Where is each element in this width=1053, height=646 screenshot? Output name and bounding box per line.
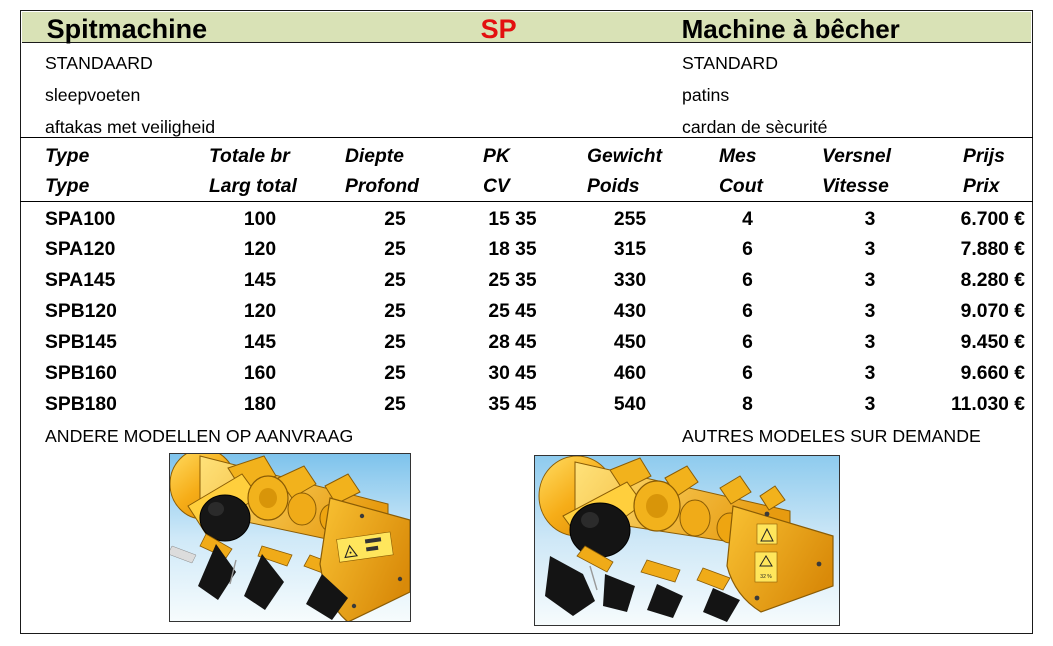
- svg-text:32 %: 32 %: [760, 574, 772, 580]
